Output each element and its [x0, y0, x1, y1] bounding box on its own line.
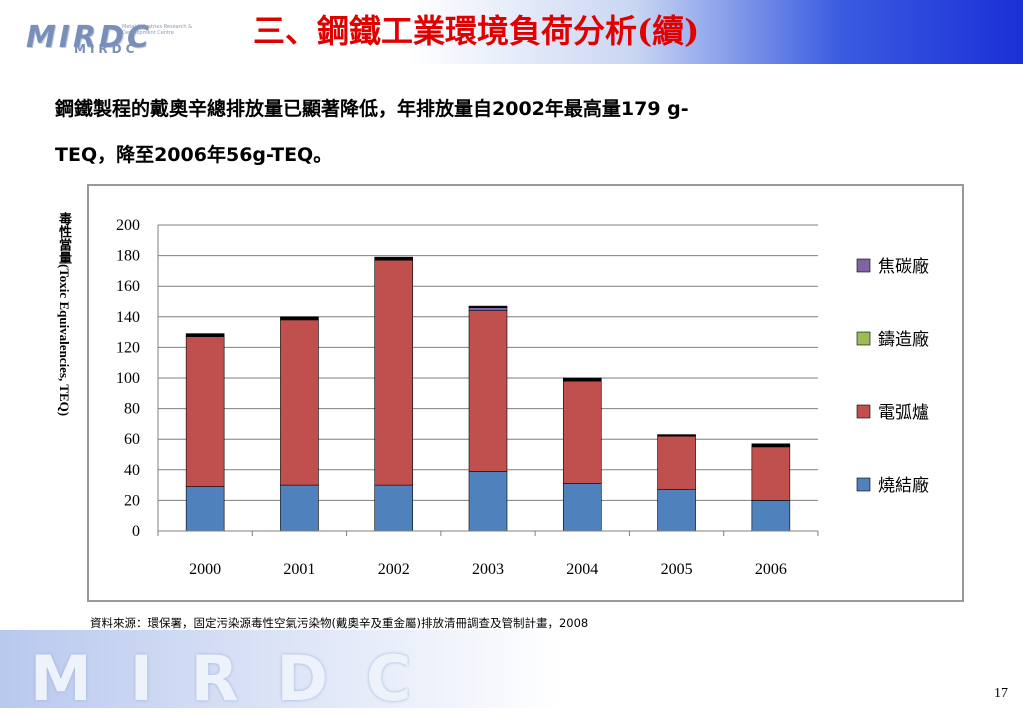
x-tick-label: 2002 — [378, 561, 410, 578]
y-tick-label: 120 — [116, 339, 140, 356]
x-tick-label: 2003 — [472, 561, 504, 578]
logo-subtext: MIRDC — [74, 42, 139, 56]
bar-segment-燒結廠 — [374, 484, 414, 532]
logo-tagline: Metal Industries Research & Development … — [122, 24, 193, 36]
bar-segment-other — [657, 434, 696, 437]
y-tick-label: 200 — [116, 217, 140, 234]
page-number: 17 — [994, 686, 1008, 701]
x-tick-label: 2001 — [283, 561, 315, 578]
bar-segment-電弧爐 — [751, 446, 791, 501]
legend-swatch — [856, 258, 871, 273]
bar-segment-other — [185, 333, 225, 337]
legend-swatch — [856, 404, 871, 419]
y-axis-label: 毒性當量(Toxic Equivalencies, TEQ) — [57, 212, 72, 417]
body-paragraph: 鋼鐵製程的戴奧辛總排放量已顯著降低，年排放量自2002年最高量179 g- TE… — [55, 86, 915, 178]
bar-segment-燒結廠 — [562, 483, 602, 532]
y-tick-label: 100 — [116, 370, 140, 387]
bar-segment-電弧爐 — [468, 310, 508, 472]
y-tick-label: 60 — [124, 431, 140, 448]
footer-watermark-logo: MIRDC — [30, 642, 450, 715]
logo-wordmark: MIRDC — [26, 20, 153, 55]
bar-segment-other — [751, 443, 791, 448]
legend-swatch — [856, 477, 871, 492]
y-tick-label: 40 — [124, 462, 140, 479]
legend-label: 燒結廠 — [878, 475, 929, 496]
y-tick-label: 160 — [116, 278, 140, 295]
x-tick-label: 2000 — [189, 561, 221, 578]
bar-segment-other — [468, 305, 508, 308]
body-line-2: TEQ，降至2006年56g-TEQ。 — [55, 144, 333, 166]
legend-swatch — [856, 331, 871, 346]
axes: 0 20 40 60 80 100 120 140 160 180 200 2000 2001 2002 2… — [116, 217, 819, 578]
slide-title: 三、鋼鐵工業環境負荷分析(續) — [253, 12, 700, 50]
y-tick-label: 80 — [124, 401, 140, 418]
source-note: 資料來源：環保署，固定污染源毒性空氣污染物(戴奧辛及重金屬)排放清冊調查及管制計… — [90, 616, 589, 630]
bar-segment-other — [280, 316, 319, 321]
bar-segment-電弧爐 — [562, 380, 602, 484]
x-tick-label: 2005 — [661, 561, 693, 578]
x-tick-label: 2006 — [755, 561, 787, 578]
bar-segment-燒結廠 — [657, 489, 696, 532]
x-tick-label: 2004 — [566, 561, 598, 578]
y-tick-label: 140 — [116, 309, 140, 326]
bar-segment-燒結廠 — [468, 471, 508, 532]
bar-segment-燒結廠 — [751, 500, 791, 532]
body-line-1: 鋼鐵製程的戴奧辛總排放量已顯著降低，年排放量自2002年最高量179 g- — [55, 98, 689, 120]
footer-band — [0, 630, 1023, 708]
bars — [185, 256, 791, 532]
y-tick-label: 0 — [132, 523, 140, 540]
bar-segment-燒結廠 — [185, 486, 225, 532]
legend-label: 鑄造廠 — [878, 329, 929, 350]
bar-segment-燒結廠 — [280, 484, 319, 532]
bar-segment-other — [562, 377, 602, 382]
bar-segment-other — [374, 256, 414, 261]
header-banner — [0, 0, 1023, 64]
bar-segment-電弧爐 — [280, 319, 319, 486]
bar-segment-電弧爐 — [657, 435, 696, 490]
bar-segment-電弧爐 — [374, 259, 414, 486]
mirdc-logo: MIRDC Metal Industries Research & Develo… — [4, 2, 254, 62]
bar-segment-電弧爐 — [185, 336, 225, 487]
bar-segment-焦碳廠 — [468, 307, 508, 311]
y-tick-label: 180 — [116, 248, 140, 265]
legend-label: 焦碳廠 — [878, 256, 929, 277]
y-tick-label: 20 — [124, 492, 140, 509]
legend-label: 電弧爐 — [878, 403, 929, 423]
